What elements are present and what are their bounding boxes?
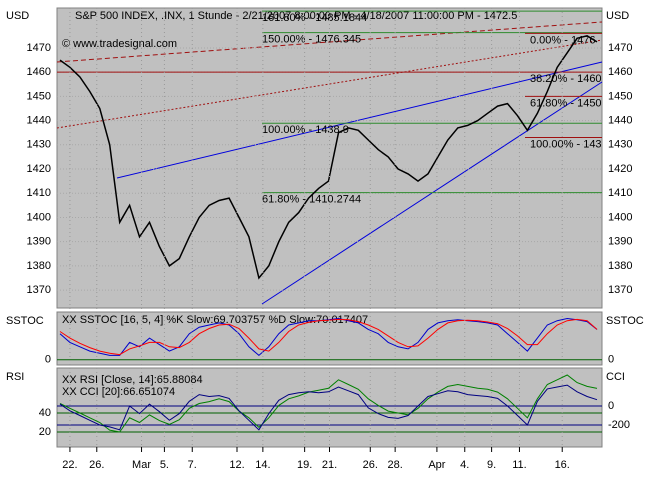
x-tick-label: 11.	[512, 459, 526, 471]
axis-label: USD	[606, 10, 629, 22]
y-tick-label: 1420	[608, 163, 632, 175]
fib-label: 150.00% - 1476.345	[262, 33, 361, 45]
y-tick-label: 1460	[608, 66, 632, 78]
fib-label: 61.80% - 1450	[530, 97, 602, 109]
legend-entry: XX RSI [Close, 14]:65.88084	[62, 374, 203, 386]
y-tick-label: 1430	[27, 139, 51, 151]
y-tick-label: 1470	[27, 42, 51, 54]
y-tick-label: 1420	[27, 163, 51, 175]
y-tick-label: 1430	[608, 139, 632, 151]
legend-entry: XX CCI [20]:66.651074	[62, 386, 175, 398]
axis-label: USD	[6, 10, 29, 22]
fib-label: 61.80% - 1410.2744	[262, 193, 361, 205]
y-tick-label: 1390	[27, 236, 51, 248]
x-tick-label: 22.	[62, 459, 77, 471]
series-line	[59, 374, 598, 433]
price-panel	[56, 7, 603, 309]
y-tick-label: 1400	[27, 211, 51, 223]
axis-label: CCI	[606, 371, 625, 383]
y-tick-label: 1400	[608, 211, 632, 223]
y-tick-label: 1440	[27, 114, 51, 126]
y-tick-label: 1440	[608, 114, 632, 126]
y-tick-label: 1410	[27, 187, 51, 199]
y-tick-label: 1450	[608, 90, 632, 102]
x-tick-label: 26.	[363, 459, 378, 471]
y-tick-label: 40	[39, 407, 51, 419]
x-tick-label: 9.	[487, 459, 496, 471]
y-tick-label: 20	[39, 426, 51, 438]
fib-label: 100.00% - 1438.9	[262, 124, 349, 136]
axis-label: SSTOC	[6, 315, 44, 327]
x-tick-label: 7.	[188, 459, 197, 471]
legend-entry: XX SSTOC [16, 5, 4] %K Slow:69.703757 %D…	[62, 314, 368, 326]
fib-label: 38.20% - 1460	[530, 73, 602, 85]
x-tick-label: Apr	[428, 459, 445, 471]
x-tick-label: 12.	[229, 459, 244, 471]
y-tick-label: 1390	[608, 236, 632, 248]
y-tick-label: 1450	[27, 90, 51, 102]
axis-label: SSTOC	[606, 315, 644, 327]
fib-label: 100.00% - 143	[530, 138, 602, 150]
x-tick-label: 19.	[297, 459, 312, 471]
x-tick-label: 28.	[387, 459, 402, 471]
fib-label: 161.80% - 1485.1844	[262, 12, 367, 24]
x-tick-label: 5.	[160, 459, 169, 471]
x-tick-label: 21.	[322, 459, 337, 471]
x-tick-label: Mar	[132, 459, 151, 471]
y-tick-label: 1470	[608, 42, 632, 54]
series-line	[59, 318, 598, 356]
series-line	[59, 34, 598, 280]
y-tick-label: 0	[45, 354, 51, 366]
trend-line	[116, 61, 603, 179]
axis-label: RSI	[6, 371, 24, 383]
y-tick-label: 0	[608, 354, 614, 366]
y-tick-label: 1370	[608, 284, 632, 296]
x-tick-label: 16.	[555, 459, 570, 471]
x-tick-label: 4.	[460, 459, 469, 471]
copyright: © www.tradesignal.com	[62, 38, 177, 50]
x-tick-label: 26.	[89, 459, 104, 471]
y2-tick-label: -200	[608, 419, 630, 431]
y-tick-label: 1460	[27, 66, 51, 78]
y-tick-label: 1410	[608, 187, 632, 199]
y-tick-label: 1380	[27, 260, 51, 272]
channel-line	[56, 21, 603, 63]
y2-tick-label: 0	[608, 400, 614, 412]
chart-title: S&P 500 INDEX, .INX, 1 Stunde - 2/21/200…	[75, 10, 517, 22]
x-tick-label: 14.	[255, 459, 270, 471]
series-line	[59, 384, 598, 431]
y-tick-label: 1370	[27, 284, 51, 296]
y-tick-label: 1380	[608, 260, 632, 272]
